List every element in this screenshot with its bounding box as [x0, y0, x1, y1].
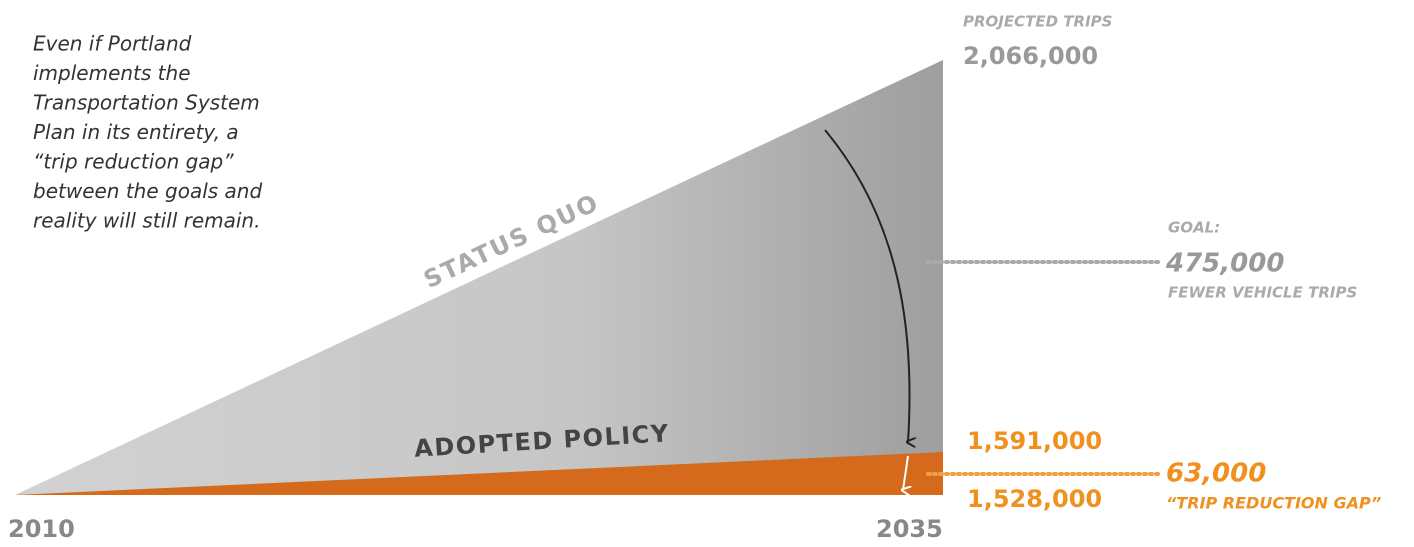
end-year: 2035 — [876, 515, 943, 543]
intro-line: Transportation System — [33, 91, 260, 115]
intro-text: Even if Portland implements the Transporta… — [33, 32, 262, 233]
policy-value: 1,591,000 — [967, 427, 1102, 455]
goal-trips-value: 1,528,000 — [967, 485, 1102, 513]
projected-label: PROJECTED TRIPS — [963, 13, 1112, 31]
goal-label: GOAL: — [1168, 219, 1220, 237]
projected-value: 2,066,000 — [963, 42, 1098, 70]
infographic: Even if Portland implements the Transporta… — [0, 0, 1414, 547]
intro-line: reality will still remain. — [33, 209, 260, 233]
intro-line: implements the — [33, 61, 191, 85]
start-year: 2010 — [8, 515, 75, 543]
intro-line: Even if Portland — [33, 32, 192, 56]
goal-caption: FEWER VEHICLE TRIPS — [1168, 284, 1357, 302]
intro-line: between the goals and — [33, 179, 262, 203]
intro-line: “trip reduction gap” — [33, 150, 234, 174]
intro-line: Plan in its entirety, a — [33, 120, 239, 144]
goal-value: 475,000 — [1165, 249, 1284, 279]
gap-value: 63,000 — [1166, 459, 1266, 489]
gap-caption: “TRIP REDUCTION GAP” — [1166, 494, 1381, 513]
